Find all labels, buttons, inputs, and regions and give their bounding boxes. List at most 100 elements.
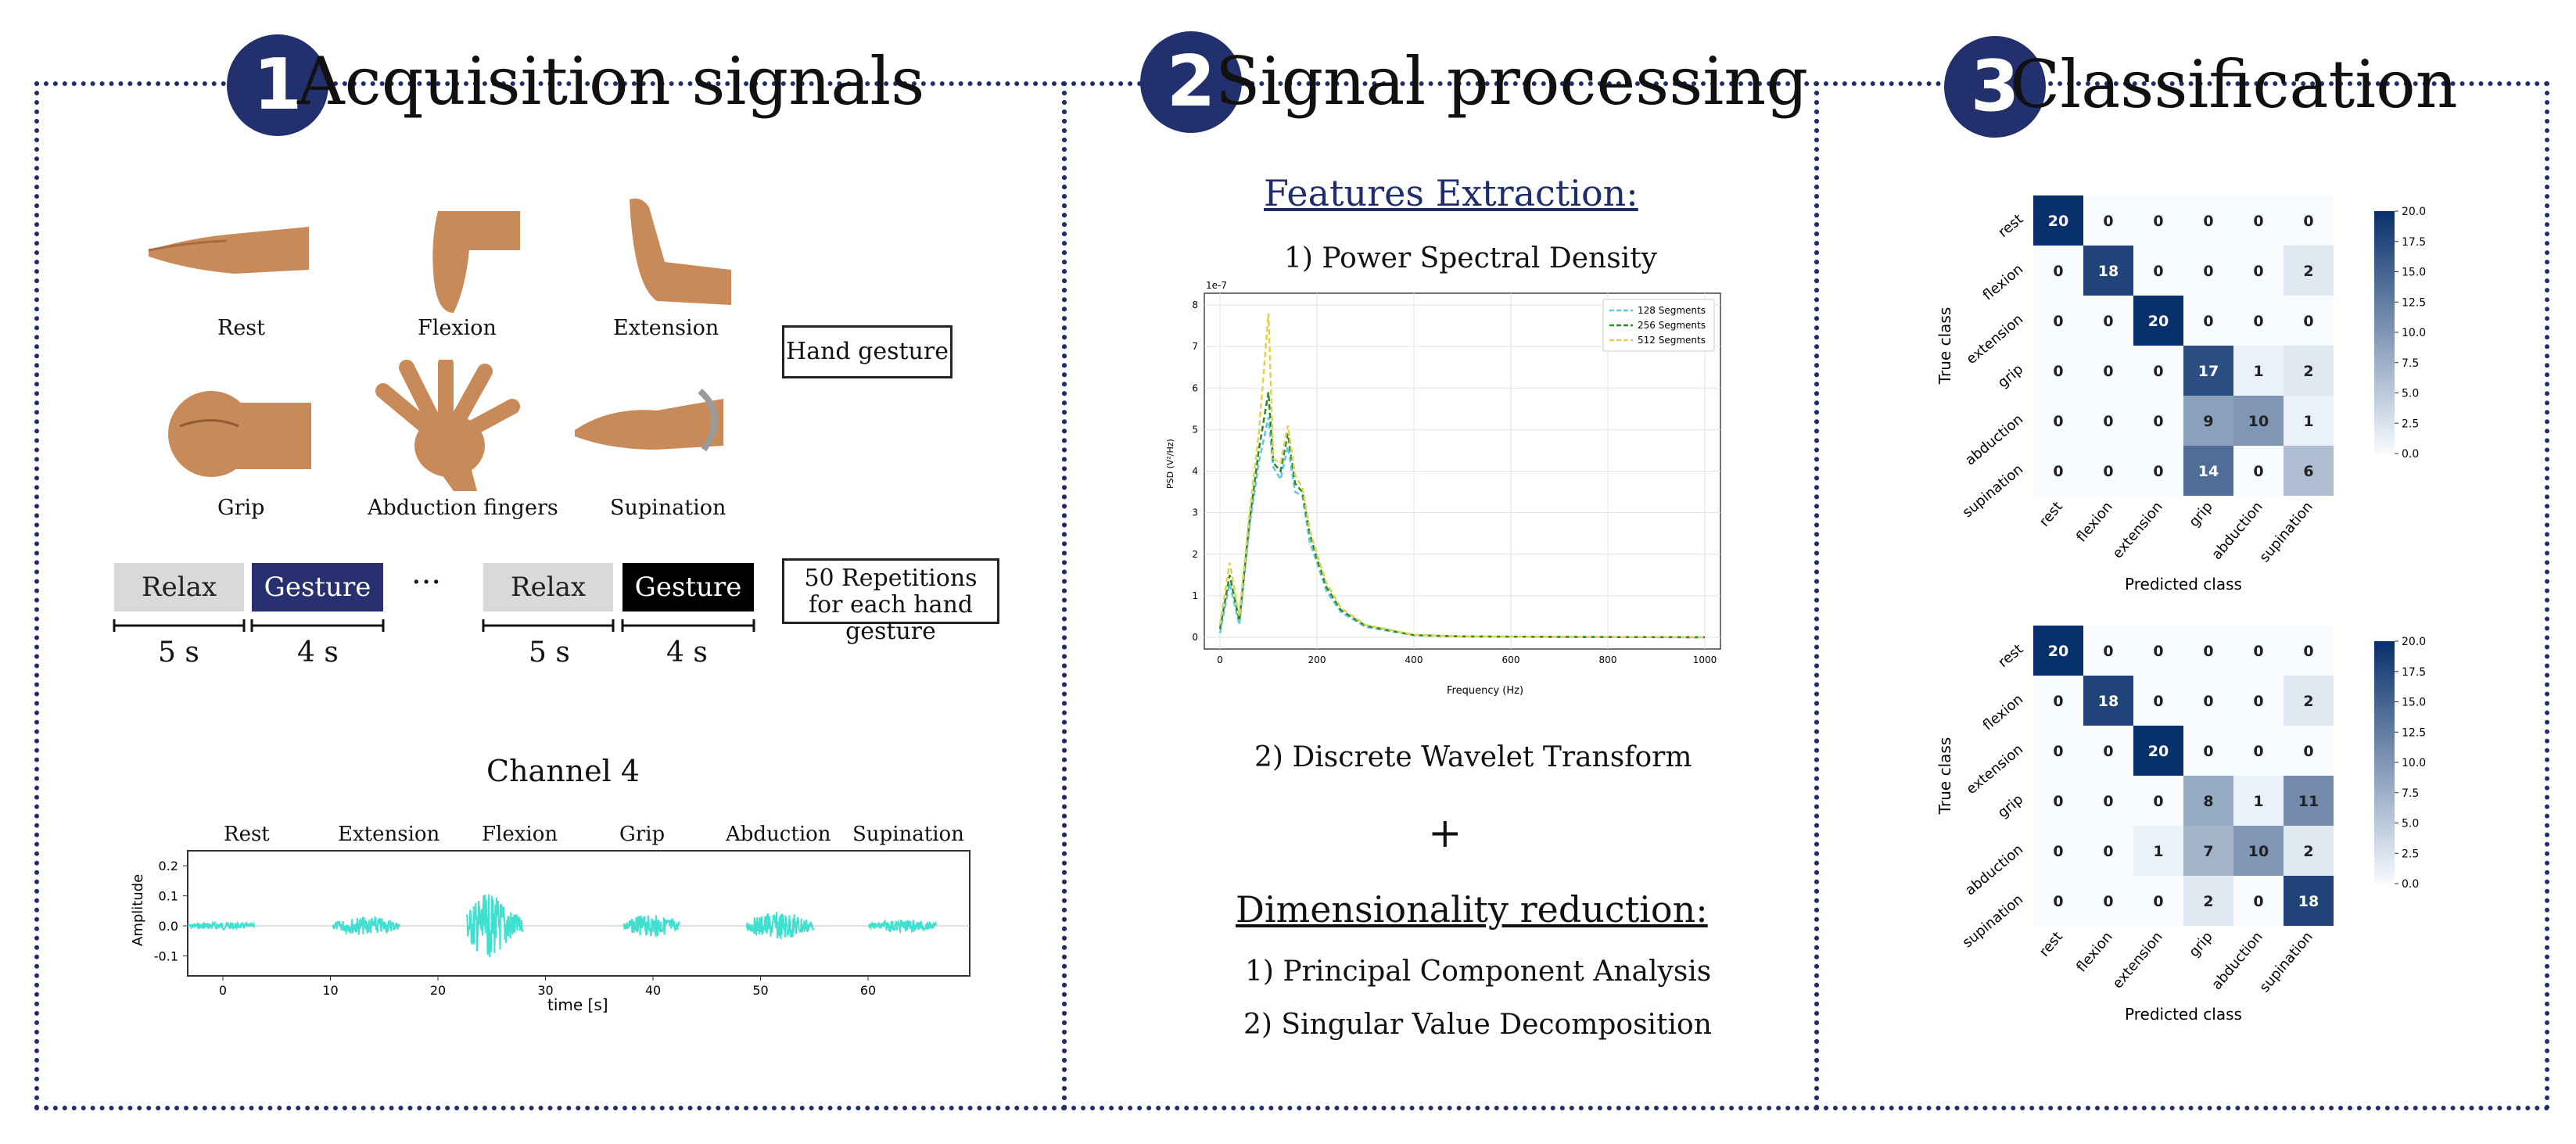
emg-ytick: -0.1 — [154, 949, 178, 963]
cm-ytick: grip — [1995, 361, 2027, 392]
cm-cell-value: 0 — [2203, 213, 2213, 230]
cm-cell-value: 0 — [2253, 313, 2263, 330]
cm-cell — [2133, 876, 2183, 926]
psd-xtick: 800 — [1599, 654, 1617, 665]
cm-ytick: abduction — [1962, 411, 2026, 469]
cm-colorbar-tick: 20.0 — [2402, 206, 2426, 218]
dwt-title: 2) Discrete Wavelet Transform — [1254, 741, 1692, 773]
cm-cell-value: 1 — [2303, 413, 2313, 430]
cm-xtick: flexion — [2073, 929, 2116, 976]
cm-ylabel: True class — [1936, 737, 1954, 816]
cm-cell — [2233, 826, 2284, 876]
psd-series-line — [1218, 313, 1706, 639]
cm-cell — [2284, 626, 2334, 676]
duration-relax-1: 5 s — [158, 637, 199, 669]
cm-colorbar-tick: 7.5 — [2402, 357, 2419, 370]
cm-ytick: supination — [1960, 461, 2027, 522]
psd-ytick: 7 — [1192, 341, 1198, 352]
section-title-processing: Signal processing — [1215, 43, 1809, 120]
cm-cell — [2083, 876, 2133, 926]
cm-cell — [2284, 246, 2334, 296]
emg-signal-plot: 0.2 0.1 0.0 -0.1 0 10 20 30 40 50 60 Amplitude ti… — [130, 850, 970, 1014]
cm-cell-value: 0 — [2103, 893, 2113, 910]
psd-legend-label: 256 Segments — [1638, 320, 1706, 331]
step-3-badge: 3 — [1944, 36, 2046, 138]
emg-label-grip: Grip — [619, 823, 666, 846]
cm-cell-value: 7 — [2203, 843, 2213, 860]
cm-colorbar-tick: 0.0 — [2402, 448, 2419, 461]
section-title-classification: Classification — [2010, 46, 2458, 123]
cm-colorbar-tick: 20.0 — [2402, 636, 2426, 648]
cm-cell-value: 0 — [2053, 793, 2063, 810]
psd-ytick: 6 — [1192, 382, 1198, 393]
cm-cell — [2083, 296, 2133, 346]
cm-cell-value: 0 — [2053, 413, 2063, 430]
cm-cell-value: 0 — [2153, 213, 2163, 230]
cm-cell-value: 1 — [2153, 843, 2163, 860]
cm-cell — [2284, 726, 2334, 776]
cm-cell — [2183, 296, 2233, 346]
cm-cell — [2083, 246, 2133, 296]
cm-cell — [2233, 195, 2284, 246]
cm-cell — [2183, 826, 2233, 876]
cm-cell — [2233, 246, 2284, 296]
cm-cell — [2233, 876, 2284, 926]
psd-xtick: 1000 — [1693, 654, 1717, 665]
emg-label-flexion: Flexion — [482, 823, 558, 846]
cm-cell — [2033, 396, 2083, 446]
cm-cell — [2284, 876, 2334, 926]
gesture-box-1: Gesture — [252, 563, 383, 611]
hand-gesture-box: Hand gesture — [782, 325, 953, 378]
abduction-hand-icon — [375, 360, 520, 491]
cm-cell — [2183, 726, 2233, 776]
emg-burst — [332, 915, 400, 936]
cm-cell — [2183, 626, 2233, 676]
cm-cell-value: 0 — [2203, 643, 2213, 660]
cm-cell — [2233, 676, 2284, 726]
cm-cell-value: 20 — [2148, 313, 2169, 330]
channel-title: Channel 4 — [486, 754, 640, 788]
cm-xtick: grip — [2186, 929, 2216, 961]
cm-colorbar-tick: 10.0 — [2402, 327, 2426, 339]
cm-colorbar-tick: 17.5 — [2402, 236, 2426, 249]
gesture-label-extension: Extension — [613, 316, 719, 340]
cm-cell-value: 0 — [2253, 643, 2263, 660]
cm-colorbar-tick: 15.0 — [2402, 267, 2426, 279]
cm-cell-value: 9 — [2203, 413, 2213, 430]
cm-cell-value: 1 — [2253, 793, 2263, 810]
cm-cell-value: 10 — [2248, 413, 2269, 430]
psd-ylabel: PSD (V²/Hz) — [1165, 439, 1175, 489]
cm-ylabel: True class — [1936, 307, 1954, 386]
cm-cell — [2033, 346, 2083, 396]
cm-cell-value: 0 — [2153, 413, 2163, 430]
cm-xlabel: Predicted class — [2125, 1005, 2242, 1024]
cm-cell-value: 2 — [2303, 693, 2313, 710]
cm-cell-value: 0 — [2303, 313, 2313, 330]
emg-ytick: 0.1 — [159, 889, 178, 904]
psd-legend-box — [1602, 299, 1715, 352]
cm-cell — [2284, 776, 2334, 826]
cm-ytick: rest — [1995, 211, 2026, 241]
cm-cell-value: 0 — [2153, 693, 2163, 710]
emg-label-extension: Extension — [338, 823, 440, 846]
cm-cell-value: 0 — [2203, 743, 2213, 760]
cm-cell-value: 0 — [2303, 643, 2313, 660]
cm-cell-value: 0 — [2253, 213, 2263, 230]
cm-cell-value: 0 — [2153, 643, 2163, 660]
cm-cell — [2133, 396, 2183, 446]
emg-burst — [466, 894, 524, 958]
cm-cell-value: 0 — [2053, 263, 2063, 280]
frame-classification — [1814, 81, 2549, 1110]
psd-ytick: 5 — [1192, 424, 1198, 435]
cm-cell-value: 20 — [2048, 213, 2068, 230]
cm-cell-value: 0 — [2203, 263, 2213, 280]
psd-legend-label: 512 Segments — [1638, 335, 1706, 346]
emg-burst — [745, 912, 814, 940]
cm-xtick: grip — [2186, 499, 2216, 531]
cm-cell — [2183, 676, 2233, 726]
cm-cell-value: 0 — [2203, 313, 2213, 330]
features-extraction-heading: Features Extraction: — [1264, 172, 1638, 214]
cm-colorbar-tick: 5.0 — [2402, 388, 2419, 400]
cm-cell-value: 18 — [2098, 263, 2119, 280]
cm-cell-value: 0 — [2103, 743, 2113, 760]
